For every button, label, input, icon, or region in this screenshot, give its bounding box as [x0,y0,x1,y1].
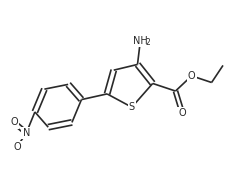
Text: 2: 2 [145,38,150,47]
Text: O: O [178,108,186,118]
Text: O: O [10,117,18,127]
Text: S: S [129,102,135,112]
Text: N: N [23,128,30,138]
Text: NH: NH [133,36,148,46]
Text: O: O [13,142,21,152]
Text: O: O [188,71,196,81]
